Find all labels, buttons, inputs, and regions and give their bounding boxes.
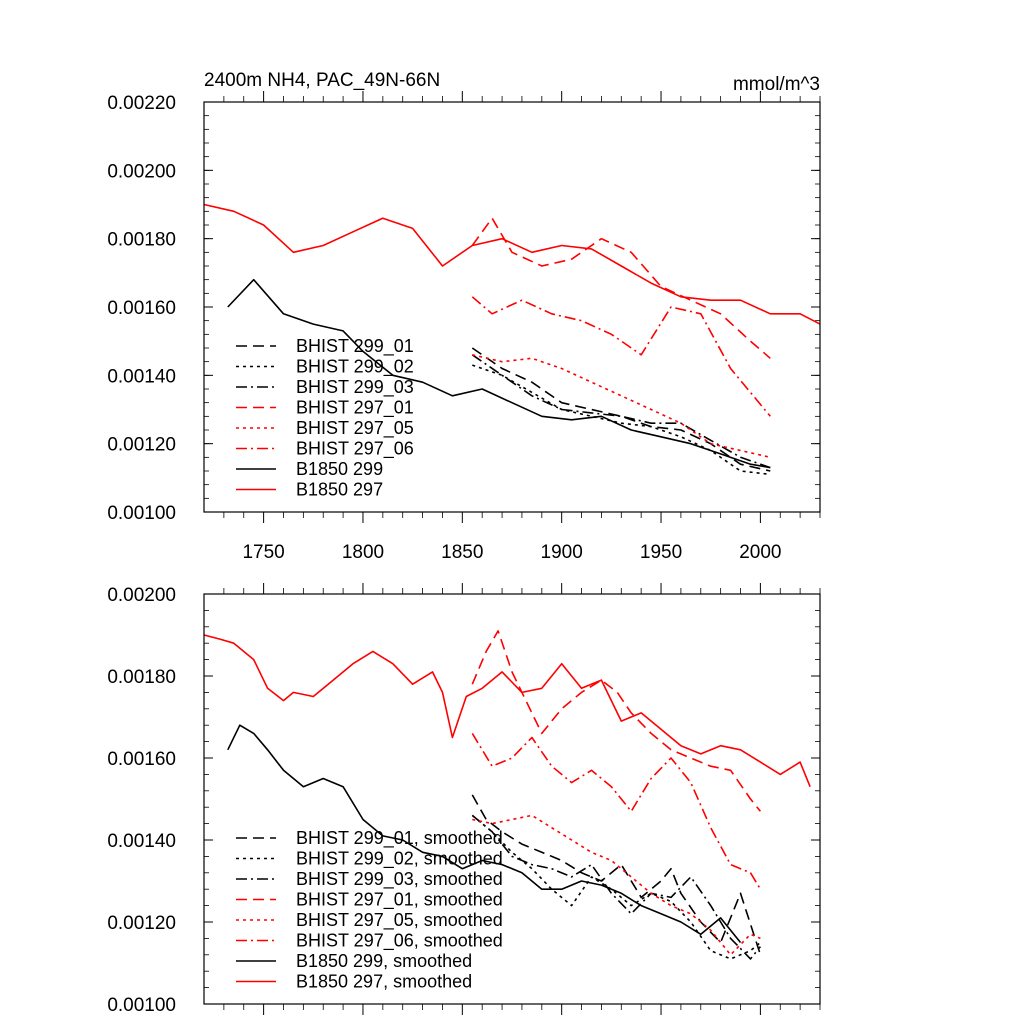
series-line-bhist-299-03-smoothed [471, 814, 762, 960]
legend-label: BHIST 299_01, smoothed [296, 828, 503, 849]
legend-label: BHIST 299_01 [296, 336, 414, 357]
legend-label: BHIST 297_06 [296, 439, 414, 460]
series-line-bhist-297-06-smoothed [471, 732, 762, 890]
series-line-bhist-297-01-smoothed [471, 630, 762, 812]
top-chart-title: 2400m NH4, PAC_49N-66N [204, 70, 440, 91]
legend-label: BHIST 299_02 [296, 357, 414, 378]
y-tick-label: 0.00200 [107, 585, 176, 606]
series-line-bhist-299-03 [471, 354, 771, 469]
series-line-b1850-299-smoothed [227, 724, 742, 944]
legend-label: BHIST 297_01 [296, 398, 414, 419]
top-chart-units: mmol/m^3 [733, 74, 820, 95]
y-tick-label: 0.00200 [107, 161, 176, 182]
x-tick-label: 1850 [441, 542, 483, 563]
top-chart-panel: 2400m NH4, PAC_49N-66N mmol/m^3 0.001000… [107, 70, 821, 563]
legend-label: BHIST 299_02, smoothed [296, 849, 503, 870]
x-tick-label: 1950 [640, 542, 682, 563]
series-line-bhist-297-06 [471, 296, 771, 417]
y-tick-label: 0.00160 [107, 749, 176, 770]
legend-label: B1850 297 [296, 480, 383, 500]
series-line-bhist-297-05-smoothed [472, 814, 761, 956]
series-line-bhist-299-02 [472, 364, 771, 476]
legend-label: BHIST 297_05 [296, 418, 414, 439]
legend-label: BHIST 299_03, smoothed [296, 869, 503, 890]
series-line-bhist-297-05 [472, 354, 771, 459]
y-tick-label: 0.00100 [107, 503, 176, 524]
y-tick-label: 0.00140 [107, 366, 176, 387]
bottom-chart-series [203, 630, 811, 960]
series-line-bhist-297-01 [471, 217, 771, 359]
legend-label: B1850 299, smoothed [296, 951, 472, 971]
x-tick-label: 1750 [242, 542, 284, 563]
bottom-chart-y-tick-labels: 0.00100 0.00120 0.00140 0.00160 0.00180 0.002… [107, 585, 176, 1016]
series-line-bhist-299-02-smoothed [471, 814, 761, 960]
legend-label: B1850 299 [296, 459, 383, 479]
x-tick-label: 1900 [541, 542, 583, 563]
y-tick-label: 0.00160 [107, 298, 176, 319]
top-chart-series [203, 203, 821, 476]
y-tick-label: 0.00120 [107, 435, 176, 456]
bottom-chart-ticks [204, 583, 821, 1015]
top-chart-plot-area [203, 101, 821, 513]
bottom-chart-plot-area [203, 593, 821, 1005]
legend-label: BHIST 299_03 [296, 377, 414, 398]
legend-label: BHIST 297_05, smoothed [296, 910, 503, 931]
y-tick-label: 0.00180 [107, 667, 176, 688]
x-tick-label: 2000 [739, 542, 781, 563]
series-line-b1850-299 [227, 278, 771, 469]
y-tick-label: 0.00220 [107, 93, 176, 114]
legend-label: BHIST 297_06, smoothed [296, 931, 503, 952]
y-tick-label: 0.00140 [107, 831, 176, 852]
legend-label: BHIST 297_01, smoothed [296, 890, 503, 911]
x-tick-label: 1800 [342, 542, 384, 563]
y-tick-label: 0.00120 [107, 913, 176, 934]
series-line-b1850-297-smoothed [203, 634, 811, 788]
y-tick-label: 0.00180 [107, 230, 176, 251]
top-chart-y-tick-labels: 0.00100 0.00120 0.00140 0.00160 0.00180 0.002… [107, 93, 176, 524]
series-line-bhist-299-01 [471, 347, 771, 472]
bottom-chart-panel: 0.00100 0.00120 0.00140 0.00160 0.00180 0.002… [107, 583, 821, 1016]
top-chart-x-tick-labels: 1750 1800 1850 1900 1950 2000 [242, 542, 781, 563]
y-tick-label: 0.00100 [107, 995, 176, 1016]
legend-label: B1850 297, smoothed [296, 972, 472, 992]
series-line-b1850-297 [203, 203, 821, 325]
